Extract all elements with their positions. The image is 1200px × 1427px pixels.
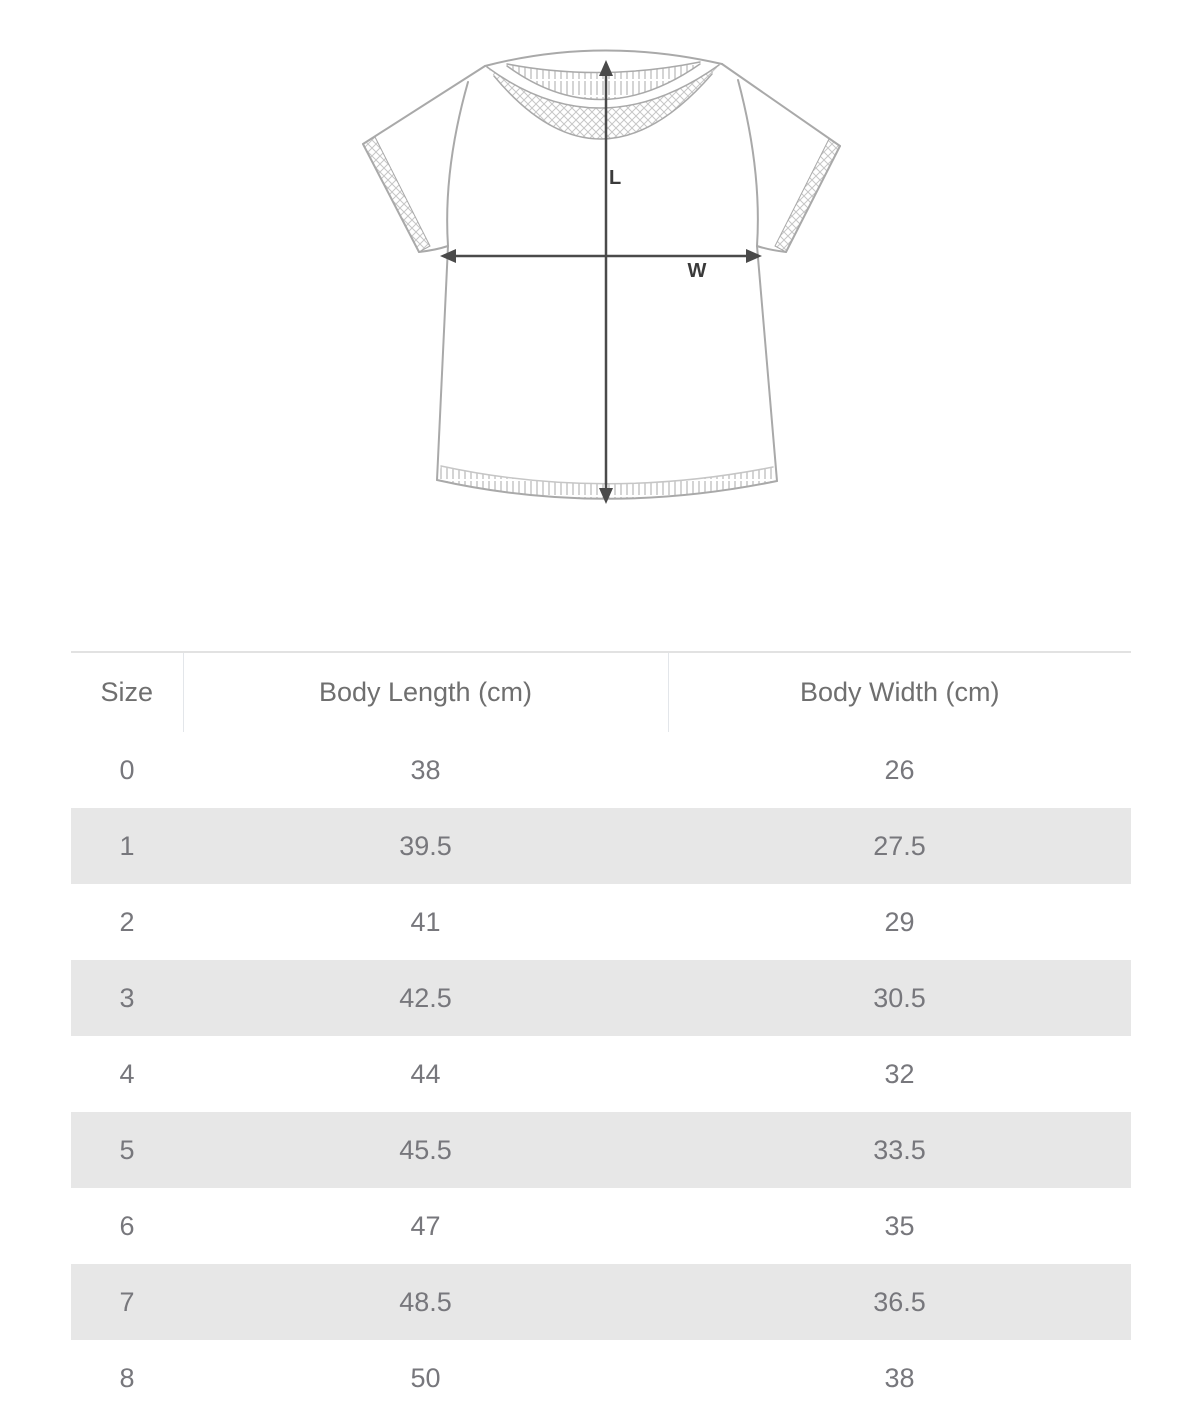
- hem-stitching: [437, 466, 777, 499]
- left-sleeve-cuff-ribbing: [362, 136, 431, 253]
- table-cell: 38: [410, 754, 441, 785]
- table-cell: 38: [884, 1362, 915, 1393]
- table-cell: 33.5: [873, 1134, 926, 1165]
- table-cell: 7: [119, 1286, 135, 1317]
- table-cell: 5: [119, 1134, 135, 1165]
- table-cell: 1: [119, 830, 135, 861]
- table-cell: 32: [884, 1058, 915, 1089]
- table-cell: 4: [119, 1058, 135, 1089]
- table-cell: 44: [410, 1058, 441, 1089]
- table-row: 3 42.5 30.5: [71, 960, 1131, 1036]
- table-row: 6 47 35: [71, 1188, 1131, 1264]
- table-cell: 6: [119, 1210, 135, 1241]
- table-cell: 27.5: [873, 830, 926, 861]
- size-table: Size Body Length (cm) Body Width (cm) 0 3…: [71, 651, 1131, 1416]
- table-cell: 26: [884, 754, 915, 785]
- table-cell: 50: [410, 1362, 441, 1393]
- table-row: 0 38 26: [71, 732, 1131, 808]
- size-chart-section: Size Body Length (cm) Body Width (cm) 0 3…: [71, 651, 1131, 1416]
- table-header-row: Size Body Length (cm) Body Width (cm): [71, 651, 1131, 732]
- table-cell: 42.5: [399, 982, 452, 1013]
- table-row: 2 41 29: [71, 884, 1131, 960]
- length-label: L: [609, 167, 621, 189]
- collar-front-ribbing: [487, 65, 719, 140]
- table-row: 1 39.5 27.5: [71, 808, 1131, 884]
- table-cell: 30.5: [873, 982, 926, 1013]
- table-cell: 41: [410, 906, 441, 937]
- table-cell: 29: [884, 906, 915, 937]
- table-cell: 47: [410, 1210, 441, 1241]
- table-cell: 3: [119, 982, 135, 1013]
- width-label: W: [688, 260, 707, 282]
- table-row: 4 44 32: [71, 1036, 1131, 1112]
- size-table-body: 0 38 26 1 39.5 27.5 2 41 29 3 42.5 30.5 4 44 32 5 45.5 33…: [71, 732, 1131, 1416]
- column-header-size: Size: [71, 651, 183, 732]
- table-cell: 35: [884, 1210, 915, 1241]
- table-cell: 2: [119, 906, 135, 937]
- right-sleeve-cuff-ribbing: [774, 138, 841, 253]
- column-header-body-width: Body Width (cm): [667, 651, 1131, 732]
- table-cell: 48.5: [399, 1286, 452, 1317]
- width-arrow: [440, 249, 762, 263]
- table-cell: 0: [119, 754, 135, 785]
- table-cell: 8: [119, 1362, 135, 1393]
- tshirt-illustration: L W: [362, 49, 841, 504]
- table-cell: 36.5: [873, 1286, 926, 1317]
- table-row: 8 50 38: [71, 1340, 1131, 1416]
- tshirt-diagram: L W: [0, 0, 1200, 650]
- table-cell: 45.5: [399, 1134, 452, 1165]
- length-arrow: [599, 60, 613, 504]
- table-row: 7 48.5 36.5: [71, 1264, 1131, 1340]
- table-row: 5 45.5 33.5: [71, 1112, 1131, 1188]
- column-header-body-length: Body Length (cm): [182, 651, 668, 732]
- table-cell: 39.5: [399, 830, 452, 861]
